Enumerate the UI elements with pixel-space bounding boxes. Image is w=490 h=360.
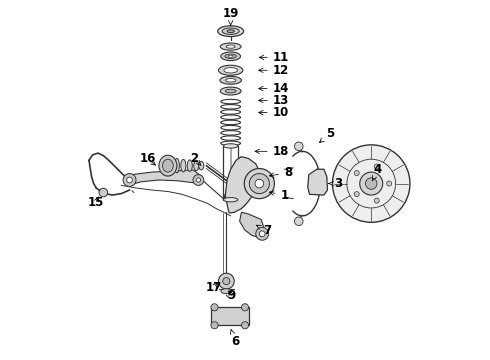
Text: 5: 5 <box>319 127 335 143</box>
Polygon shape <box>125 170 202 185</box>
Ellipse shape <box>163 159 173 172</box>
Polygon shape <box>240 212 265 237</box>
Circle shape <box>99 188 108 197</box>
Polygon shape <box>308 169 327 195</box>
Ellipse shape <box>221 52 241 60</box>
Circle shape <box>126 177 132 183</box>
Text: 16: 16 <box>139 152 156 165</box>
Circle shape <box>196 178 200 182</box>
Ellipse shape <box>220 87 241 95</box>
Ellipse shape <box>194 161 199 171</box>
Text: 8: 8 <box>270 166 292 179</box>
Text: 13: 13 <box>259 94 289 107</box>
Text: 3: 3 <box>329 177 343 190</box>
Circle shape <box>354 171 359 176</box>
Circle shape <box>256 227 269 240</box>
Text: 7: 7 <box>256 224 271 238</box>
Circle shape <box>211 321 218 329</box>
Ellipse shape <box>187 160 192 171</box>
Circle shape <box>366 178 377 189</box>
Ellipse shape <box>226 45 235 48</box>
Ellipse shape <box>225 78 236 82</box>
Ellipse shape <box>174 158 179 173</box>
Ellipse shape <box>220 43 241 50</box>
Circle shape <box>242 321 248 329</box>
Ellipse shape <box>219 65 243 75</box>
Text: 12: 12 <box>259 64 289 77</box>
Polygon shape <box>225 157 261 213</box>
Circle shape <box>374 164 379 169</box>
Ellipse shape <box>218 26 244 37</box>
Ellipse shape <box>224 68 238 73</box>
Text: 15: 15 <box>88 196 104 209</box>
Circle shape <box>294 142 303 150</box>
Text: 18: 18 <box>255 145 289 158</box>
Circle shape <box>211 304 218 311</box>
Circle shape <box>219 273 234 289</box>
Circle shape <box>294 217 303 226</box>
Polygon shape <box>211 307 248 325</box>
Text: 9: 9 <box>227 289 236 302</box>
Circle shape <box>123 174 136 186</box>
Circle shape <box>333 145 410 222</box>
Ellipse shape <box>221 289 232 294</box>
Ellipse shape <box>159 155 177 176</box>
Ellipse shape <box>220 76 242 84</box>
Text: 6: 6 <box>230 329 239 348</box>
Circle shape <box>242 304 248 311</box>
Circle shape <box>193 175 204 185</box>
Circle shape <box>223 278 230 285</box>
Circle shape <box>374 198 379 203</box>
Ellipse shape <box>223 144 238 148</box>
Text: 2: 2 <box>190 152 201 165</box>
Text: 4: 4 <box>372 163 382 181</box>
Text: 17: 17 <box>205 281 221 294</box>
Ellipse shape <box>225 89 236 93</box>
Ellipse shape <box>181 159 186 172</box>
Circle shape <box>360 172 383 195</box>
Circle shape <box>354 192 359 197</box>
Text: 19: 19 <box>222 7 239 25</box>
Text: 14: 14 <box>259 82 289 95</box>
Ellipse shape <box>227 30 234 33</box>
Circle shape <box>259 231 265 237</box>
Text: 1: 1 <box>270 189 289 202</box>
Text: 10: 10 <box>259 106 289 119</box>
Circle shape <box>249 174 270 194</box>
Text: 11: 11 <box>259 51 289 64</box>
Ellipse shape <box>222 28 239 35</box>
Circle shape <box>387 181 392 186</box>
Ellipse shape <box>199 161 204 170</box>
Circle shape <box>255 179 264 188</box>
Ellipse shape <box>223 198 238 202</box>
Ellipse shape <box>225 54 236 58</box>
Circle shape <box>245 168 274 199</box>
Ellipse shape <box>228 55 233 57</box>
